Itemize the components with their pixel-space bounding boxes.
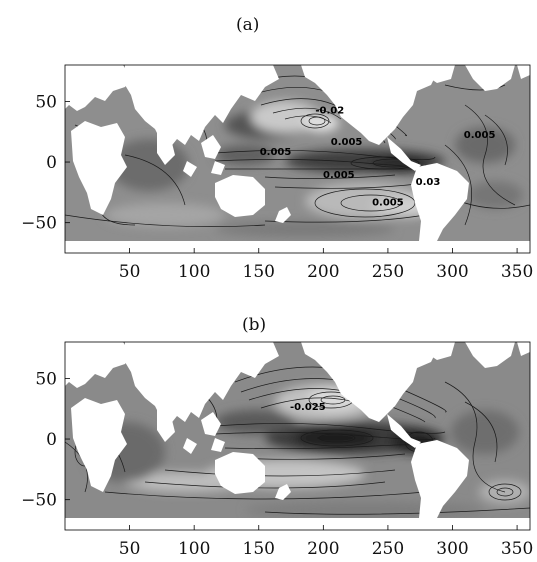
panel-a-contour-label: 0.005 [323,170,355,181]
panel-b-xtick-label: 50 [119,539,141,559]
panel-b-xtick-label: 300 [436,539,468,559]
panel-a-ytick-label: 0 [46,153,57,173]
panel-a-contour-label: 0.005 [260,147,292,158]
panel-a-contour-labels: -0.02 0.005 0.005 0.005 0.005 0.03 0.005 [260,106,496,209]
panel-b: 50 100 150 200 250 300 350 50 0 −50 -0.025 [21,341,533,559]
panel-a-xtick-label: 200 [307,262,339,282]
panel-a-contour-label: 0.005 [331,137,363,148]
panel-a-xtick-label: 350 [501,262,533,282]
panel-b-ytick-label: 0 [46,430,57,450]
panel-b-field [65,342,530,530]
panel-a-xtick-label: 250 [372,262,404,282]
panel-a-contour-label: 0.005 [464,130,496,141]
panel-a: 50 100 150 200 250 300 350 50 0 −50 -0.02 0.005 0.0… [21,64,533,282]
panel-a-field [65,65,530,253]
panel-a-contour-label: 0.005 [372,198,404,209]
panel-a-xtick-label: 150 [243,262,275,282]
panel-a-ytick-label: −50 [21,214,57,234]
panel-b-label: (b) [242,315,266,335]
panel-b-ytick-label: −50 [21,491,57,511]
panel-a-xtick-label: 50 [119,262,141,282]
panel-a-xtick-label: 300 [436,262,468,282]
panel-b-contour-label: -0.025 [290,402,326,413]
panel-a-axes: 50 100 150 200 250 300 350 50 0 −50 [21,92,533,282]
panel-b-axes: 50 100 150 200 250 300 350 50 0 −50 [21,369,533,559]
panel-a-label: (a) [236,15,259,35]
panel-a-ytick-label: 50 [35,92,57,112]
panel-b-xtick-label: 250 [372,539,404,559]
panel-b-contour-labels: -0.025 [290,402,326,413]
panel-a-xtick-label: 100 [178,262,210,282]
panel-b-ytick-label: 50 [35,369,57,389]
panel-b-xtick-label: 350 [501,539,533,559]
panel-a-contour-label: 0.03 [416,177,441,188]
panel-a-frame [64,64,531,254]
panel-a-contour-label: -0.02 [315,106,344,117]
panel-b-xtick-label: 200 [307,539,339,559]
panel-b-xtick-label: 100 [178,539,210,559]
panel-b-frame [64,341,531,531]
panel-b-xtick-label: 150 [243,539,275,559]
